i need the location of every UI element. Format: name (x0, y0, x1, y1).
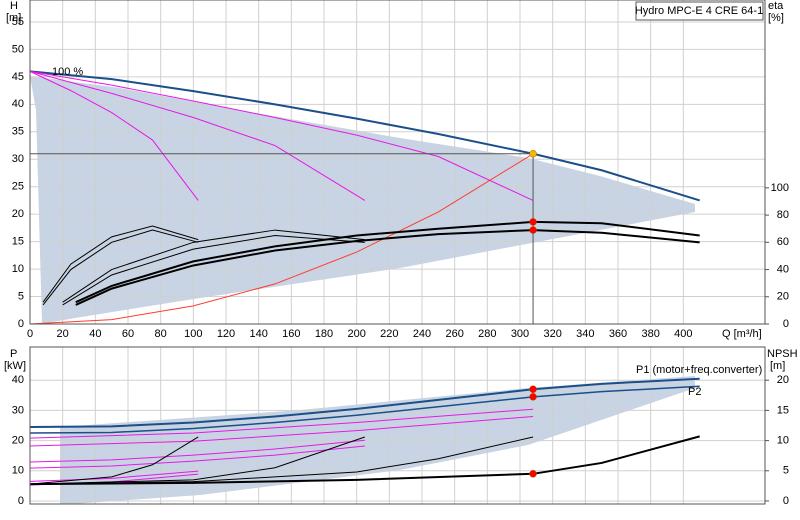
y-tick-label: 5 (18, 290, 24, 302)
curve (75, 220, 700, 304)
y-tick-label: 30 (12, 404, 24, 416)
x-tick-label: 40 (89, 328, 101, 340)
y-axis-label: P (10, 348, 17, 360)
y-axis-unit: [kW] (4, 360, 26, 372)
curve (29, 470, 199, 482)
x-tick-label: 220 (380, 328, 398, 340)
x-tick-label: 280 (478, 328, 496, 340)
x-tick-label: 340 (576, 328, 594, 340)
series-label: P1 (motor+freq.converter) (636, 364, 762, 376)
x-tick-label: 200 (347, 328, 365, 340)
x-tick-label: 100 (184, 328, 202, 340)
y-tick-label: 0 (18, 495, 24, 507)
y2-tick-label: 100 (771, 182, 789, 194)
x-tick-label: 240 (413, 328, 431, 340)
x-tick-label: 180 (315, 328, 333, 340)
curve (29, 70, 199, 201)
curve (62, 235, 365, 306)
x-tick-label: 320 (543, 328, 561, 340)
y-tick-label: 50 (12, 43, 24, 55)
y-tick-label: 40 (12, 374, 24, 386)
x-tick-label: 20 (57, 328, 69, 340)
series-label: P2 (688, 386, 701, 398)
y2-axis-unit: [%] (768, 12, 784, 24)
curve (29, 436, 534, 485)
y2-axis-unit: [m] (770, 360, 785, 372)
y-tick-label: 55 (12, 16, 24, 28)
y-tick-label: 20 (12, 435, 24, 447)
curve (29, 70, 700, 202)
x-tick-label: 0 (27, 328, 33, 340)
y-axis-unit: [m] (6, 12, 21, 24)
curve (29, 70, 534, 201)
curve (62, 229, 365, 303)
x-tick-label: 140 (249, 328, 267, 340)
y2-axis-label: eta (768, 0, 784, 12)
x-tick-label: 300 (511, 328, 529, 340)
curve (42, 229, 199, 306)
operating-area (60, 376, 695, 504)
x-tick-label: 360 (609, 328, 627, 340)
y-tick-label: 40 (12, 98, 24, 110)
curve (29, 408, 534, 439)
x-axis-label: Q [m³/h] (722, 328, 762, 340)
curve (29, 435, 700, 486)
curve (29, 439, 365, 463)
plot-frame (29, 346, 766, 505)
duty-point (529, 150, 537, 158)
curve (29, 436, 199, 485)
y-tick-label: 35 (12, 126, 24, 138)
duty-point (529, 393, 537, 401)
x-tick-label: 60 (122, 328, 134, 340)
y2-tick-label: 0 (783, 495, 789, 507)
title-box (635, 1, 764, 21)
x-tick-label: 80 (155, 328, 167, 340)
curve (29, 415, 534, 447)
curve (29, 445, 365, 469)
duty-point (529, 226, 537, 234)
curve (29, 436, 365, 485)
x-tick-label: 120 (217, 328, 235, 340)
curve (29, 377, 700, 429)
y2-tick-label: 0 (783, 318, 789, 330)
y-tick-label: 0 (18, 318, 24, 330)
y2-tick-label: 60 (777, 236, 789, 248)
duty-point (529, 470, 537, 478)
y2-tick-label: 5 (783, 465, 789, 477)
x-tick-label: 160 (282, 328, 300, 340)
duty-point (529, 218, 537, 226)
curve (75, 229, 700, 306)
y-tick-label: 30 (12, 153, 24, 165)
chart-title: Hydro MPC-E 4 CRE 64-1 (635, 5, 763, 17)
curve (29, 385, 700, 434)
y-tick-label: 20 (12, 208, 24, 220)
curve (29, 70, 366, 201)
operating-area (30, 76, 695, 324)
y-tick-label: 10 (12, 465, 24, 477)
y-tick-label: 15 (12, 236, 24, 248)
duty-point (529, 385, 537, 394)
y2-tick-label: 80 (777, 209, 789, 221)
curve (29, 153, 534, 325)
annotation: 100 % (52, 66, 83, 78)
y-axis-label: H (10, 0, 18, 12)
x-tick-label: 400 (674, 328, 692, 340)
y-tick-label: 25 (12, 181, 24, 193)
y2-tick-label: 20 (777, 291, 789, 303)
y2-tick-label: 20 (777, 374, 789, 386)
plot-frame (29, 0, 766, 325)
y2-tick-label: 40 (777, 263, 789, 275)
y2-tick-label: 10 (777, 435, 789, 447)
curve (42, 225, 199, 303)
y2-tick-label: 15 (777, 404, 789, 416)
x-tick-label: 260 (445, 328, 463, 340)
y-tick-label: 45 (12, 71, 24, 83)
y2-axis-label: NPSH (767, 348, 798, 360)
y-tick-label: 10 (12, 263, 24, 275)
x-tick-label: 380 (641, 328, 659, 340)
